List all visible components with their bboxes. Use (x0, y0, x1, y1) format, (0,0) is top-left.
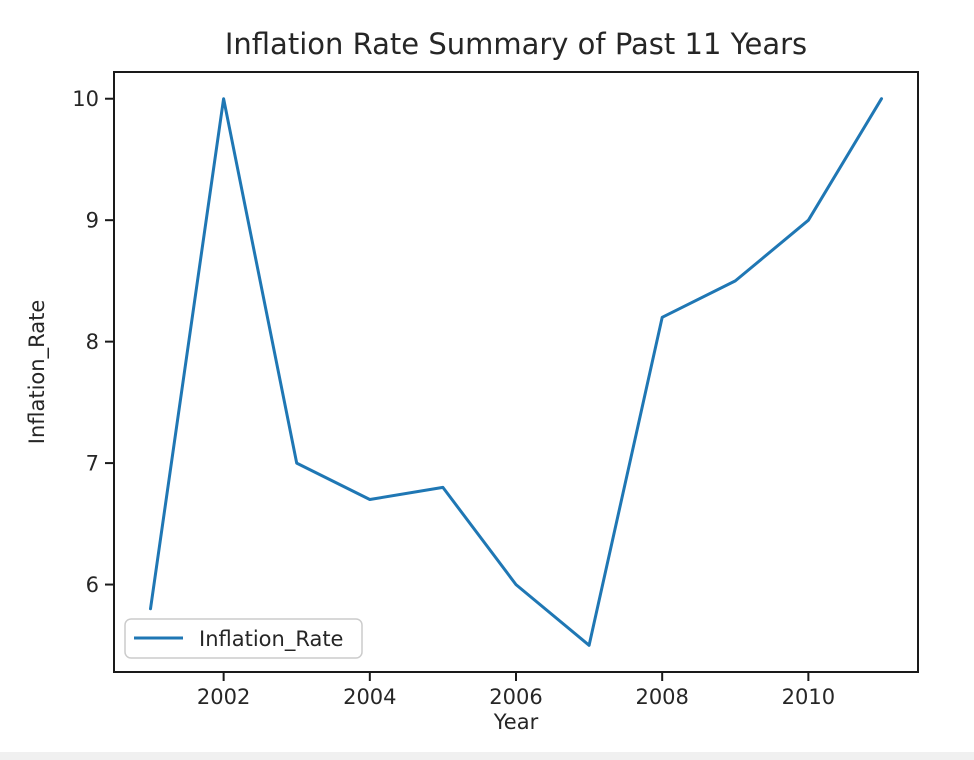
legend-label: Inflation_Rate (199, 627, 343, 652)
x-tick-label: 2008 (635, 685, 688, 709)
y-tick-label: 7 (86, 452, 99, 476)
plot-border (113, 71, 919, 673)
y-axis-ticks: 6 7 8 9 10 (72, 87, 114, 597)
y-tick-label: 9 (86, 209, 99, 233)
x-tick-label: 2004 (343, 685, 396, 709)
y-tick-label: 6 (86, 573, 99, 597)
y-tick-label: 10 (72, 87, 99, 111)
y-axis-label: Inflation_Rate (25, 300, 50, 444)
x-axis-ticks: 2002 2004 2006 2008 2010 (197, 672, 835, 709)
window-bottom-strip (0, 752, 974, 760)
legend-box (124, 618, 363, 659)
x-tick-label: 2006 (489, 685, 542, 709)
chart-title: Inflation Rate Summary of Past 11 Years (225, 27, 807, 61)
x-axis-label: Year (493, 710, 539, 734)
legend: Inflation_Rate (124, 618, 363, 659)
x-tick-label: 2010 (782, 685, 835, 709)
x-tick-label: 2002 (197, 685, 250, 709)
inflation-rate-line (149, 97, 883, 647)
y-tick-label: 8 (86, 330, 99, 354)
